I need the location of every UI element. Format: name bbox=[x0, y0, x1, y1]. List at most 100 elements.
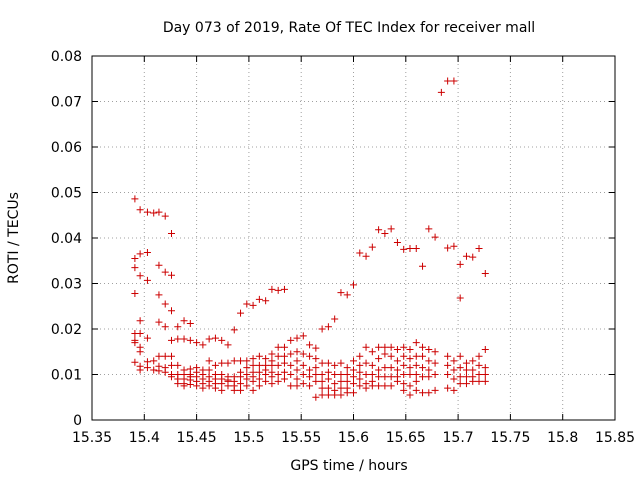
data-point bbox=[350, 357, 357, 365]
data-point bbox=[337, 391, 345, 399]
data-point bbox=[362, 359, 370, 367]
data-point bbox=[211, 361, 219, 369]
data-point bbox=[131, 264, 139, 272]
data-point bbox=[331, 371, 339, 378]
data-point bbox=[362, 384, 370, 392]
data-point bbox=[381, 364, 389, 372]
data-point bbox=[167, 307, 175, 315]
data-point bbox=[456, 260, 464, 268]
data-point bbox=[419, 352, 427, 360]
data-point bbox=[167, 229, 175, 237]
data-point bbox=[299, 380, 307, 388]
data-point bbox=[375, 343, 383, 351]
data-point bbox=[356, 368, 364, 376]
data-point bbox=[243, 375, 251, 383]
data-point bbox=[375, 382, 383, 390]
data-point bbox=[199, 384, 207, 392]
data-point bbox=[425, 373, 433, 381]
data-point bbox=[450, 375, 458, 383]
data-point bbox=[406, 382, 414, 390]
data-point bbox=[456, 364, 464, 372]
data-point bbox=[337, 371, 345, 378]
data-point bbox=[331, 361, 339, 369]
data-point bbox=[218, 386, 226, 394]
data-point bbox=[150, 357, 158, 365]
data-point bbox=[419, 389, 427, 397]
data-point bbox=[444, 361, 452, 369]
data-point bbox=[193, 382, 201, 390]
x-tick-label: 15.8 bbox=[547, 430, 578, 446]
data-point bbox=[180, 317, 188, 325]
data-point bbox=[450, 357, 458, 365]
y-tick-label: 0.08 bbox=[51, 49, 82, 65]
data-point bbox=[444, 384, 452, 392]
data-point bbox=[425, 366, 433, 374]
data-point bbox=[312, 393, 320, 401]
data-point bbox=[161, 268, 169, 276]
data-point bbox=[475, 377, 483, 385]
data-point bbox=[161, 352, 169, 360]
data-point bbox=[412, 352, 420, 360]
data-point bbox=[167, 271, 175, 279]
data-point bbox=[412, 339, 420, 347]
data-point bbox=[331, 315, 339, 323]
data-point bbox=[412, 361, 420, 369]
data-point bbox=[331, 380, 339, 388]
data-point bbox=[368, 361, 376, 369]
data-point bbox=[400, 245, 408, 253]
y-tick-label: 0.01 bbox=[51, 368, 82, 384]
data-point bbox=[274, 361, 282, 369]
data-point bbox=[406, 355, 414, 363]
x-tick-label: 15.85 bbox=[595, 430, 635, 446]
data-point bbox=[218, 380, 226, 388]
data-point bbox=[280, 368, 288, 376]
data-point bbox=[280, 352, 288, 360]
data-point bbox=[456, 373, 464, 381]
data-point bbox=[400, 380, 408, 388]
data-point bbox=[262, 355, 270, 363]
data-point bbox=[312, 377, 320, 385]
data-point bbox=[131, 339, 139, 347]
data-point bbox=[268, 285, 276, 293]
data-point bbox=[218, 359, 226, 367]
data-point bbox=[362, 371, 370, 378]
data-point bbox=[312, 371, 320, 378]
data-point bbox=[249, 355, 257, 363]
data-point bbox=[318, 359, 326, 367]
data-point bbox=[155, 261, 163, 269]
data-point bbox=[161, 368, 169, 376]
data-point bbox=[150, 209, 158, 217]
data-point bbox=[167, 336, 175, 344]
x-tick-label: 15.7 bbox=[443, 430, 474, 446]
data-point bbox=[199, 341, 207, 349]
data-point bbox=[469, 357, 477, 365]
data-point bbox=[143, 364, 151, 372]
data-point bbox=[186, 320, 194, 328]
data-point bbox=[136, 366, 144, 374]
y-tick-label: 0.05 bbox=[51, 186, 82, 202]
data-point bbox=[268, 380, 276, 388]
data-point bbox=[350, 389, 357, 397]
data-point bbox=[293, 366, 301, 374]
data-point bbox=[136, 272, 144, 280]
data-point bbox=[318, 384, 326, 392]
y-tick-label: 0.03 bbox=[51, 277, 82, 293]
data-point bbox=[143, 334, 151, 342]
data-point bbox=[375, 373, 383, 381]
y-tick-label: 0.02 bbox=[51, 322, 82, 338]
data-point bbox=[161, 212, 169, 220]
data-point bbox=[324, 368, 332, 376]
data-point bbox=[419, 343, 427, 351]
data-point bbox=[324, 359, 332, 367]
data-point bbox=[167, 373, 175, 381]
axis-ticks: 15.35 15.4 15.45 15.5 15.55 15.6 15.65 15.7 15.7… bbox=[51, 49, 635, 446]
data-point bbox=[131, 290, 139, 298]
data-point bbox=[387, 373, 395, 381]
data-point bbox=[143, 249, 151, 257]
data-point bbox=[456, 380, 464, 388]
data-point bbox=[375, 226, 383, 234]
data-point bbox=[306, 382, 314, 390]
data-point bbox=[143, 358, 151, 366]
data-point bbox=[481, 377, 489, 385]
